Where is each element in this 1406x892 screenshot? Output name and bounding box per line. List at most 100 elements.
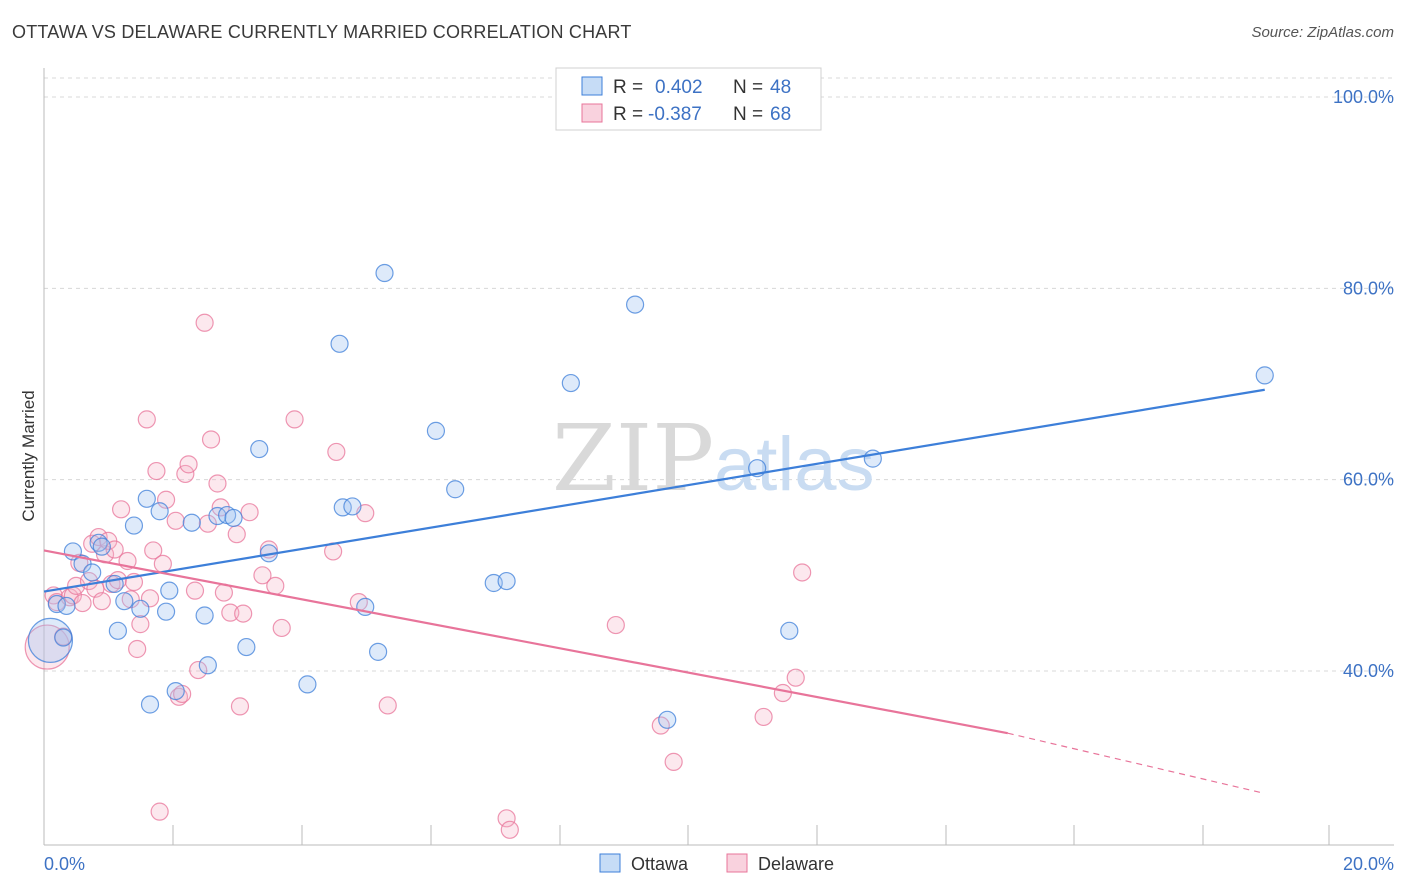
ottawa-point-14 [137,489,156,508]
ottawa-point-29 [298,675,317,694]
ottawa-point-11 [115,592,134,611]
legend-r-value-delaware: -0.387 [648,104,702,125]
source-label: Source: ZipAtlas.com [1251,24,1394,41]
delaware-point-62 [606,615,625,635]
ottawa-point-37 [446,480,465,499]
ottawa-point-2 [54,628,73,647]
delaware-point-45 [221,603,240,622]
bottom-legend-label-ottawa: Ottawa [631,854,689,874]
delaware-point-50 [253,566,272,585]
ottawa-point-44 [780,621,799,640]
ottawa-point-26 [237,637,256,657]
series-legend: Ottawa Delaware [599,853,834,874]
delaware-point-25 [137,410,156,429]
ottawa-point-46 [1255,366,1274,385]
delaware-point-0 [24,624,70,670]
watermark: ZIP atlas [552,405,875,512]
ottawa-point-6 [83,563,102,582]
delaware-point-64 [664,752,683,771]
y-tick-label-40: 40.0% [1343,661,1394,681]
delaware-point-32 [166,511,185,530]
ottawa-point-16 [150,502,169,521]
legend-n-value-ottawa: 48 [770,77,791,98]
y-axis-label: Currently Married [19,390,38,521]
legend-r-label-ottawa: R = [613,77,643,98]
delaware-point-60 [497,809,516,828]
legend-swatch-ottawa [581,76,603,96]
delaware-point-31 [156,490,176,509]
delaware-point-21 [121,590,140,609]
legend-r-value-ottawa: 0.402 [655,77,703,98]
ottawa-point-32 [343,497,362,516]
bottom-legend-swatch-ottawa [599,853,621,873]
ottawa-point-35 [375,263,394,283]
delaware-point-23 [128,639,147,659]
y-tick-label-100: 100.0% [1333,87,1394,107]
legend-swatch-delaware [581,103,603,123]
legend-n-label-delaware: N = [733,104,763,125]
correlation-legend: R = 0.402 N = 48 R = -0.387 N = 68 [555,67,822,131]
ottawa-point-36 [426,421,446,440]
ottawa-point-40 [561,373,580,393]
y-tick-labels: 40.0% 60.0% 80.0% 100.0% [1333,87,1394,681]
ottawa-point-41 [625,295,645,314]
x-tick-label-min: 0.0% [44,854,85,874]
delaware-point-12 [89,527,108,547]
delaware-point-66 [773,683,792,703]
delaware-point-47 [230,697,250,716]
delaware-point-59 [378,696,397,715]
legend-n-label-ottawa: N = [733,77,763,98]
delaware-points [24,313,812,839]
delaware-point-39 [195,313,214,332]
trend-lines [43,388,1265,795]
y-tick-label-80: 80.0% [1343,278,1394,298]
ottawa-point-39 [497,571,516,591]
delaware-point-29 [150,802,169,821]
ottawa-point-23 [208,506,227,526]
bottom-legend-label-delaware: Delaware [758,854,834,874]
x-tick-marks [43,825,1330,845]
chart-title: OTTAWA VS DELAWARE CURRENTLY MARRIED COR… [12,22,632,42]
ottawa-point-3 [57,596,76,616]
ottawa-point-15 [140,695,160,714]
legend-n-value-delaware: 68 [770,104,791,125]
ottawa-trend-line [43,388,1265,593]
delaware-point-54 [285,410,304,429]
delaware-point-67 [786,668,805,687]
y-tick-label-60: 60.0% [1343,470,1394,490]
delaware-point-52 [266,576,285,595]
delaware-point-53 [272,618,291,638]
delaware-point-19 [111,500,131,519]
delaware-point-30 [153,554,172,573]
grid-lines [44,77,1394,672]
delaware-point-36 [179,455,198,474]
ottawa-point-25 [224,508,243,528]
ottawa-point-20 [182,513,201,532]
ottawa-point-17 [156,602,176,621]
bottom-legend-swatch-delaware [726,853,748,873]
delaware-point-49 [240,503,259,522]
delaware-trend-line-extrapolated [1007,732,1265,795]
ottawa-point-12 [124,516,144,535]
x-tick-label-max: 20.0% [1343,854,1394,874]
delaware-point-46 [227,525,246,544]
ottawa-point-42 [658,710,677,729]
delaware-point-61 [500,820,519,839]
watermark-atlas: atlas [714,422,875,507]
ottawa-point-10 [108,621,127,640]
delaware-point-41 [201,430,221,449]
delaware-point-68 [793,563,812,582]
ottawa-point-34 [369,642,388,661]
ottawa-point-13 [131,599,150,618]
delaware-point-40 [198,514,217,533]
delaware-point-28 [147,461,166,481]
delaware-point-38 [189,660,208,680]
delaware-point-37 [185,581,205,600]
delaware-point-33 [169,687,189,706]
delaware-point-27 [144,541,163,560]
delaware-point-24 [131,615,150,634]
ottawa-point-30 [330,334,349,353]
delaware-point-35 [176,464,195,484]
delaware-point-48 [234,604,253,623]
